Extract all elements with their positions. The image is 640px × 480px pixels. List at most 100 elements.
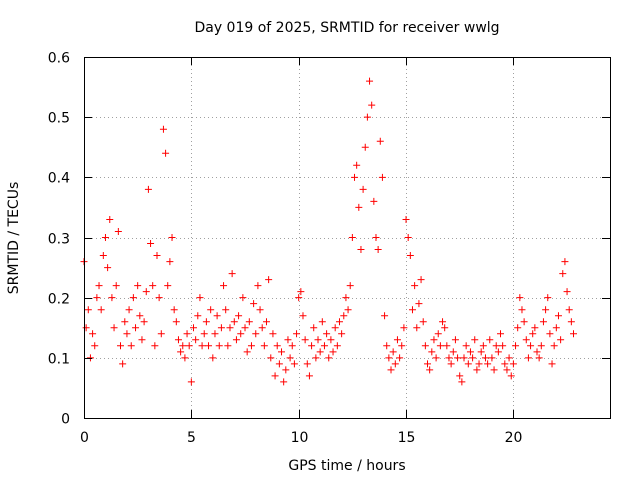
data-point: [426, 366, 434, 374]
data-point: [505, 354, 513, 362]
data-point: [316, 348, 324, 356]
data-point: [280, 378, 288, 386]
data-point: [544, 294, 552, 302]
data-point: [228, 270, 236, 278]
data-point: [346, 282, 354, 290]
data-point: [241, 324, 249, 332]
data-point: [252, 330, 260, 338]
data-point: [177, 348, 185, 356]
data-point: [430, 336, 438, 344]
data-point: [129, 294, 137, 302]
data-point: [144, 185, 152, 193]
data-point: [275, 360, 283, 368]
data-point: [554, 312, 562, 320]
data-point: [247, 342, 255, 350]
data-point: [194, 312, 202, 320]
data-point: [142, 288, 150, 296]
data-point: [486, 336, 494, 344]
data-point: [507, 372, 515, 380]
chart-title: Day 019 of 2025, SRMTID for receiver wwl…: [194, 20, 499, 36]
data-point: [370, 197, 378, 205]
y-tick-labels: 0 0.1 0.2 0.3 0.4 0.5 0.6: [48, 51, 70, 428]
data-point: [159, 125, 167, 133]
data-point: [166, 258, 174, 266]
data-point: [447, 360, 455, 368]
data-point: [494, 348, 502, 356]
data-point: [477, 348, 485, 356]
data-point: [531, 324, 539, 332]
data-point: [329, 348, 337, 356]
data-point: [93, 294, 101, 302]
data-point: [174, 336, 182, 344]
data-point: [432, 354, 440, 362]
x-tick-label: 10: [291, 430, 309, 446]
data-point: [479, 342, 487, 350]
data-point: [385, 354, 393, 362]
data-point: [490, 366, 498, 374]
data-point: [451, 336, 459, 344]
data-point: [112, 282, 120, 290]
data-point: [262, 318, 270, 326]
axis-ticks: [84, 57, 610, 419]
data-point: [217, 324, 225, 332]
data-point: [342, 294, 350, 302]
data-point: [559, 270, 567, 278]
data-point: [198, 342, 206, 350]
data-point: [570, 330, 578, 338]
data-point: [310, 324, 318, 332]
data-point: [359, 185, 367, 193]
data-point: [368, 101, 376, 109]
data-point: [136, 312, 144, 320]
data-point: [97, 306, 105, 314]
data-point: [164, 282, 172, 290]
data-point: [267, 354, 275, 362]
data-point: [348, 234, 356, 241]
data-point: [567, 318, 575, 326]
data-point: [408, 306, 416, 314]
data-point: [222, 306, 230, 314]
data-point: [398, 342, 406, 350]
data-point: [127, 342, 135, 350]
y-tick-label: 0.3: [48, 232, 70, 248]
data-point: [282, 366, 290, 374]
data-point: [202, 318, 210, 326]
data-points: [80, 77, 578, 386]
data-point: [269, 330, 277, 338]
data-point: [254, 282, 262, 290]
data-point: [454, 354, 462, 362]
y-tick-label: 0.1: [48, 352, 70, 368]
data-point: [539, 318, 547, 326]
data-point: [239, 294, 247, 302]
data-point: [196, 294, 204, 302]
data-point: [355, 203, 363, 211]
data-point: [509, 360, 517, 368]
data-point: [357, 246, 365, 254]
data-point: [138, 336, 146, 344]
data-point: [421, 342, 429, 350]
data-point: [335, 318, 343, 326]
data-point: [333, 342, 341, 350]
data-point: [224, 342, 232, 350]
data-point: [340, 312, 348, 320]
data-point: [149, 282, 157, 290]
data-point: [469, 354, 477, 362]
data-point: [327, 336, 335, 344]
data-point: [344, 306, 352, 314]
data-point: [449, 348, 457, 356]
data-point: [441, 324, 449, 332]
data-point: [415, 300, 423, 308]
data-point: [434, 330, 442, 338]
data-point: [125, 306, 133, 314]
data-point: [522, 336, 530, 344]
data-point: [404, 234, 412, 241]
data-point: [501, 360, 509, 368]
data-point: [514, 324, 522, 332]
y-tick-label: 0.5: [48, 111, 70, 127]
data-point: [237, 330, 245, 338]
data-point: [205, 342, 213, 350]
data-point: [265, 276, 273, 284]
data-point: [527, 342, 535, 350]
data-point: [537, 342, 545, 350]
data-point: [411, 282, 419, 290]
